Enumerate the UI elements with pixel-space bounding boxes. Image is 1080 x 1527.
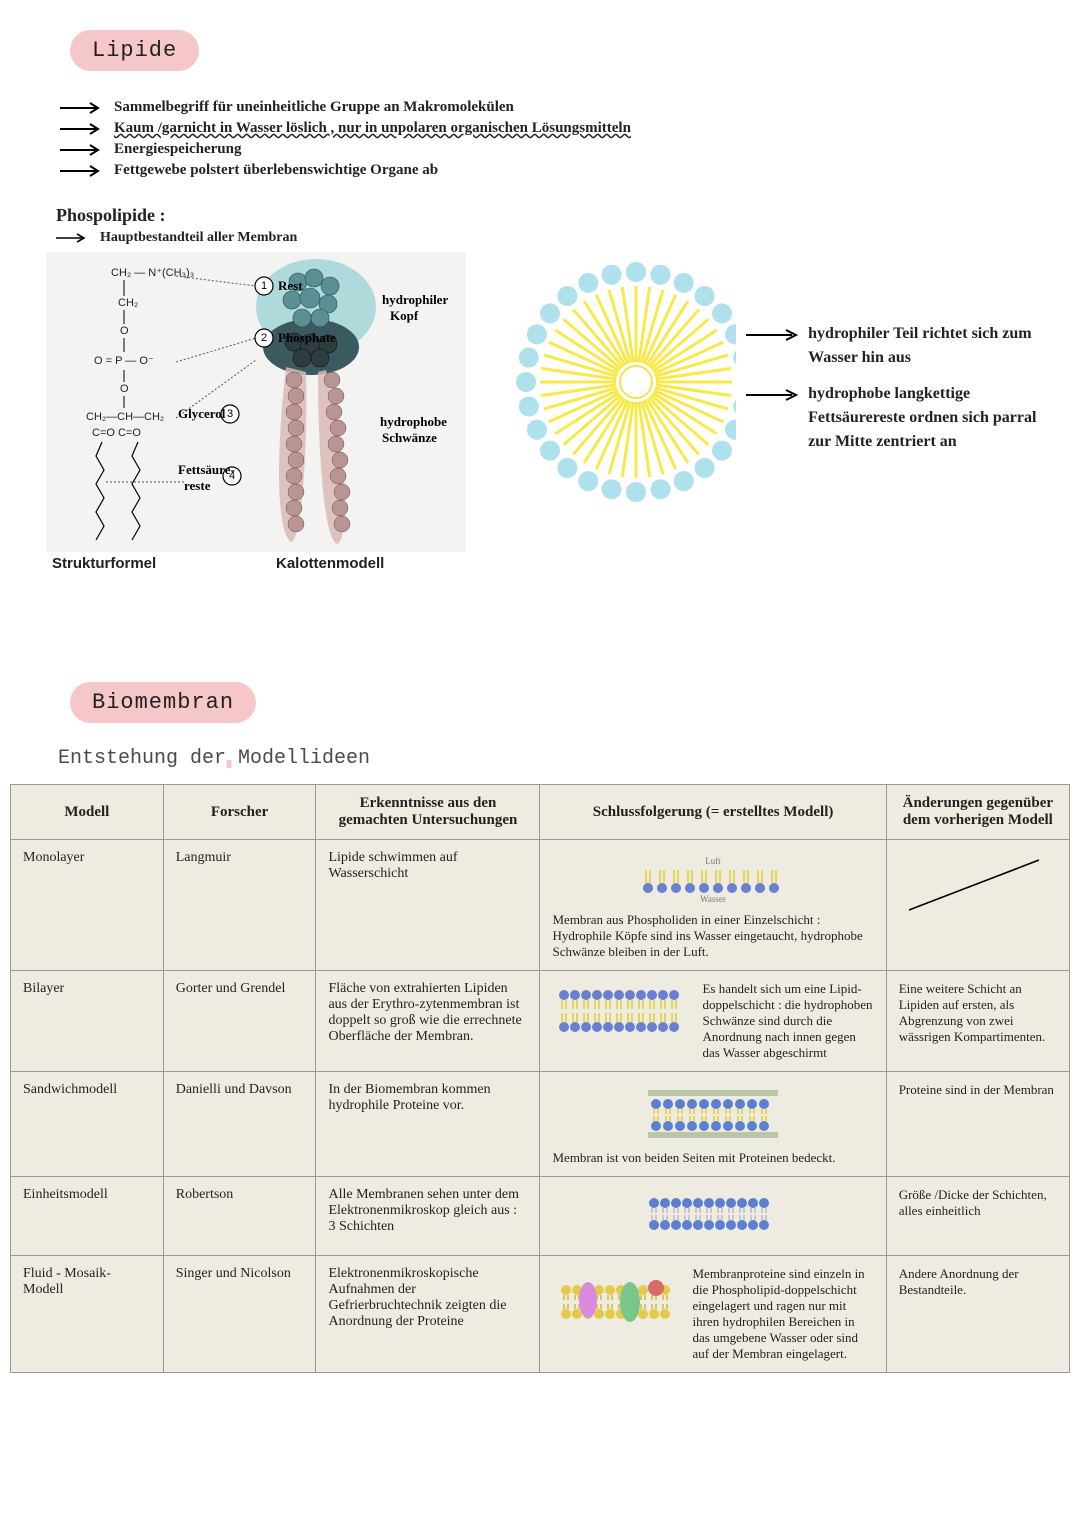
cell-erk: Lipide schwimmen auf Wasserschicht <box>316 840 540 971</box>
svg-text:hydrophiler: hydrophiler <box>382 292 448 307</box>
struct-label: Strukturformel <box>52 555 156 572</box>
cell-erk: Fläche von extrahierten Lipiden aus der … <box>316 971 540 1072</box>
arrow-icon <box>746 328 802 342</box>
th-forscher: Forscher <box>163 785 316 840</box>
cell-modell: Monolayer <box>11 840 164 971</box>
micelle-notes: hydrophiler Teil richtet sich zum Wasser… <box>746 322 1040 454</box>
cell-forscher: Robertson <box>163 1177 316 1256</box>
svg-text:CH₂: CH₂ <box>118 297 138 309</box>
bilayer-icon <box>552 985 692 1037</box>
cell-aend: Größe /Dicke der Schichten, alles einhei… <box>886 1177 1069 1256</box>
svg-text:reste: reste <box>184 478 211 493</box>
cell-aend <box>886 840 1069 971</box>
svg-text:Schwänze: Schwänze <box>382 430 437 445</box>
arrow-icon <box>60 144 104 156</box>
cell-forscher: Singer und Nicolson <box>163 1256 316 1373</box>
sandwich-icon <box>628 1086 798 1142</box>
cell-erk: Elektronenmikroskopische Aufnahmen der G… <box>316 1256 540 1373</box>
cell-modell: Fluid - Mosaik-Modell <box>11 1256 164 1373</box>
micelle-note-1: hydrophiler Teil richtet sich zum Wasser… <box>808 322 1040 370</box>
svg-text:Phosphate: Phosphate <box>278 330 336 345</box>
arrow-icon <box>56 232 90 244</box>
arrow-icon <box>60 165 104 177</box>
cell-modell: Sandwichmodell <box>11 1072 164 1177</box>
svg-text:2: 2 <box>261 332 267 344</box>
phospholipid-svg: CH₂ — N⁺(CH₃)₃ CH₂ O O = P — O⁻ O CH₂—CH… <box>46 252 466 572</box>
cell-aend: Proteine sind in der Membran <box>886 1072 1069 1177</box>
cell-erk: In der Biomembran kommen hydrophile Prot… <box>316 1072 540 1177</box>
arrow-icon <box>60 102 104 114</box>
cell-erk: Alle Membranen sehen unter dem Elektrone… <box>316 1177 540 1256</box>
table-row: Einheitsmodell Robertson Alle Membranen … <box>11 1177 1070 1256</box>
phospho-sub-row: Hauptbestandteil aller Membran <box>56 230 1040 246</box>
svg-text:hydrophobe: hydrophobe <box>380 414 447 429</box>
arrow-icon <box>746 388 802 402</box>
table-row: Fluid - Mosaik-Modell Singer und Nicolso… <box>11 1256 1070 1373</box>
svg-text:1: 1 <box>261 280 267 292</box>
fluid-mosaic-icon <box>552 1270 682 1332</box>
bullet-item: Fettgewebe polstert überlebenswichtige O… <box>60 162 1040 179</box>
cell-forscher: Langmuir <box>163 840 316 971</box>
svg-text:Fettsäure-: Fettsäure- <box>178 462 235 477</box>
bullet-item: Energiespeicherung <box>60 141 1040 158</box>
heading-lipide: Lipide <box>70 30 199 71</box>
diagonal-line-icon <box>899 850 1049 920</box>
cell-schluss: Es handelt sich um eine Lipid-doppelschi… <box>540 971 886 1072</box>
svg-text:3: 3 <box>227 408 233 420</box>
bullet-item: Kaum /garnicht in Wasser löslich , nur i… <box>60 120 1040 137</box>
th-schluss: Schlussfolgerung (= erstelltes Modell) <box>540 785 886 840</box>
monolayer-icon: Luft Wasser <box>628 854 798 904</box>
table-row: Bilayer Gorter und Grendel Fläche von ex… <box>11 971 1070 1072</box>
bullet-text: Sammelbegriff für uneinheitliche Gruppe … <box>114 99 514 116</box>
kalott-label: Kalottenmodell <box>276 555 384 572</box>
svg-text:Luft: Luft <box>705 856 721 866</box>
svg-text:Glycerol: Glycerol <box>178 406 226 421</box>
phospholipid-diagram: CH₂ — N⁺(CH₃)₃ CH₂ O O = P — O⁻ O CH₂—CH… <box>46 252 466 572</box>
cell-schluss: Luft Wasser Membran aus Phospholiden in … <box>540 840 886 971</box>
bullet-list: Sammelbegriff für uneinheitliche Gruppe … <box>60 99 1040 179</box>
heading-biomembran: Biomembran <box>70 682 256 723</box>
th-erk: Erkenntnisse aus den gemachten Untersuch… <box>316 785 540 840</box>
cell-schluss <box>540 1177 886 1256</box>
svg-text:C=O C=O: C=O C=O <box>92 427 141 439</box>
table-row: Sandwichmodell Danielli und Davson In de… <box>11 1072 1070 1177</box>
svg-text:O: O <box>120 383 129 395</box>
bullet-text: Fettgewebe polstert überlebenswichtige O… <box>114 162 438 179</box>
einheit-icon <box>628 1191 798 1237</box>
table-header-row: Modell Forscher Erkenntnisse aus den gem… <box>11 785 1070 840</box>
subheading-modellideen: Entstehung der Modellideen <box>58 747 1040 770</box>
svg-text:O: O <box>120 325 129 337</box>
svg-text:CH₂—CH—CH₂: CH₂—CH—CH₂ <box>86 411 164 423</box>
cell-modell: Bilayer <box>11 971 164 1072</box>
cell-aend: Andere Anordnung der Bestandteile. <box>886 1256 1069 1373</box>
cell-schluss: Membran ist von beiden Seiten mit Protei… <box>540 1072 886 1177</box>
model-table: Modell Forscher Erkenntnisse aus den gem… <box>10 784 1070 1373</box>
cell-forscher: Gorter und Grendel <box>163 971 316 1072</box>
svg-text:Wasser: Wasser <box>700 894 726 904</box>
micelle-diagram <box>506 252 736 512</box>
th-modell: Modell <box>11 785 164 840</box>
bullet-text: Energiespeicherung <box>114 141 242 158</box>
th-aend: Änderungen gegenüber dem vorherigen Mode… <box>886 785 1069 840</box>
svg-text:Kopf: Kopf <box>390 308 419 323</box>
bullet-text: Kaum /garnicht in Wasser löslich , nur i… <box>114 120 631 137</box>
arrow-icon <box>60 123 104 135</box>
phospho-sub: Hauptbestandteil aller Membran <box>100 230 297 246</box>
micelle-note-2: hydrophobe langkettige Fettsäurereste or… <box>808 382 1040 454</box>
svg-text:O = P — O⁻: O = P — O⁻ <box>94 355 154 367</box>
cell-forscher: Danielli und Davson <box>163 1072 316 1177</box>
cell-modell: Einheitsmodell <box>11 1177 164 1256</box>
cell-schluss: Membranproteine sind einzeln in die Phos… <box>540 1256 886 1373</box>
table-row: Monolayer Langmuir Lipide schwimmen auf … <box>11 840 1070 971</box>
bullet-item: Sammelbegriff für uneinheitliche Gruppe … <box>60 99 1040 116</box>
cell-aend: Eine weitere Schicht an Lipiden auf erst… <box>886 971 1069 1072</box>
phospho-heading: Phospolipide : <box>56 205 1040 226</box>
svg-text:Rest: Rest <box>278 278 303 293</box>
